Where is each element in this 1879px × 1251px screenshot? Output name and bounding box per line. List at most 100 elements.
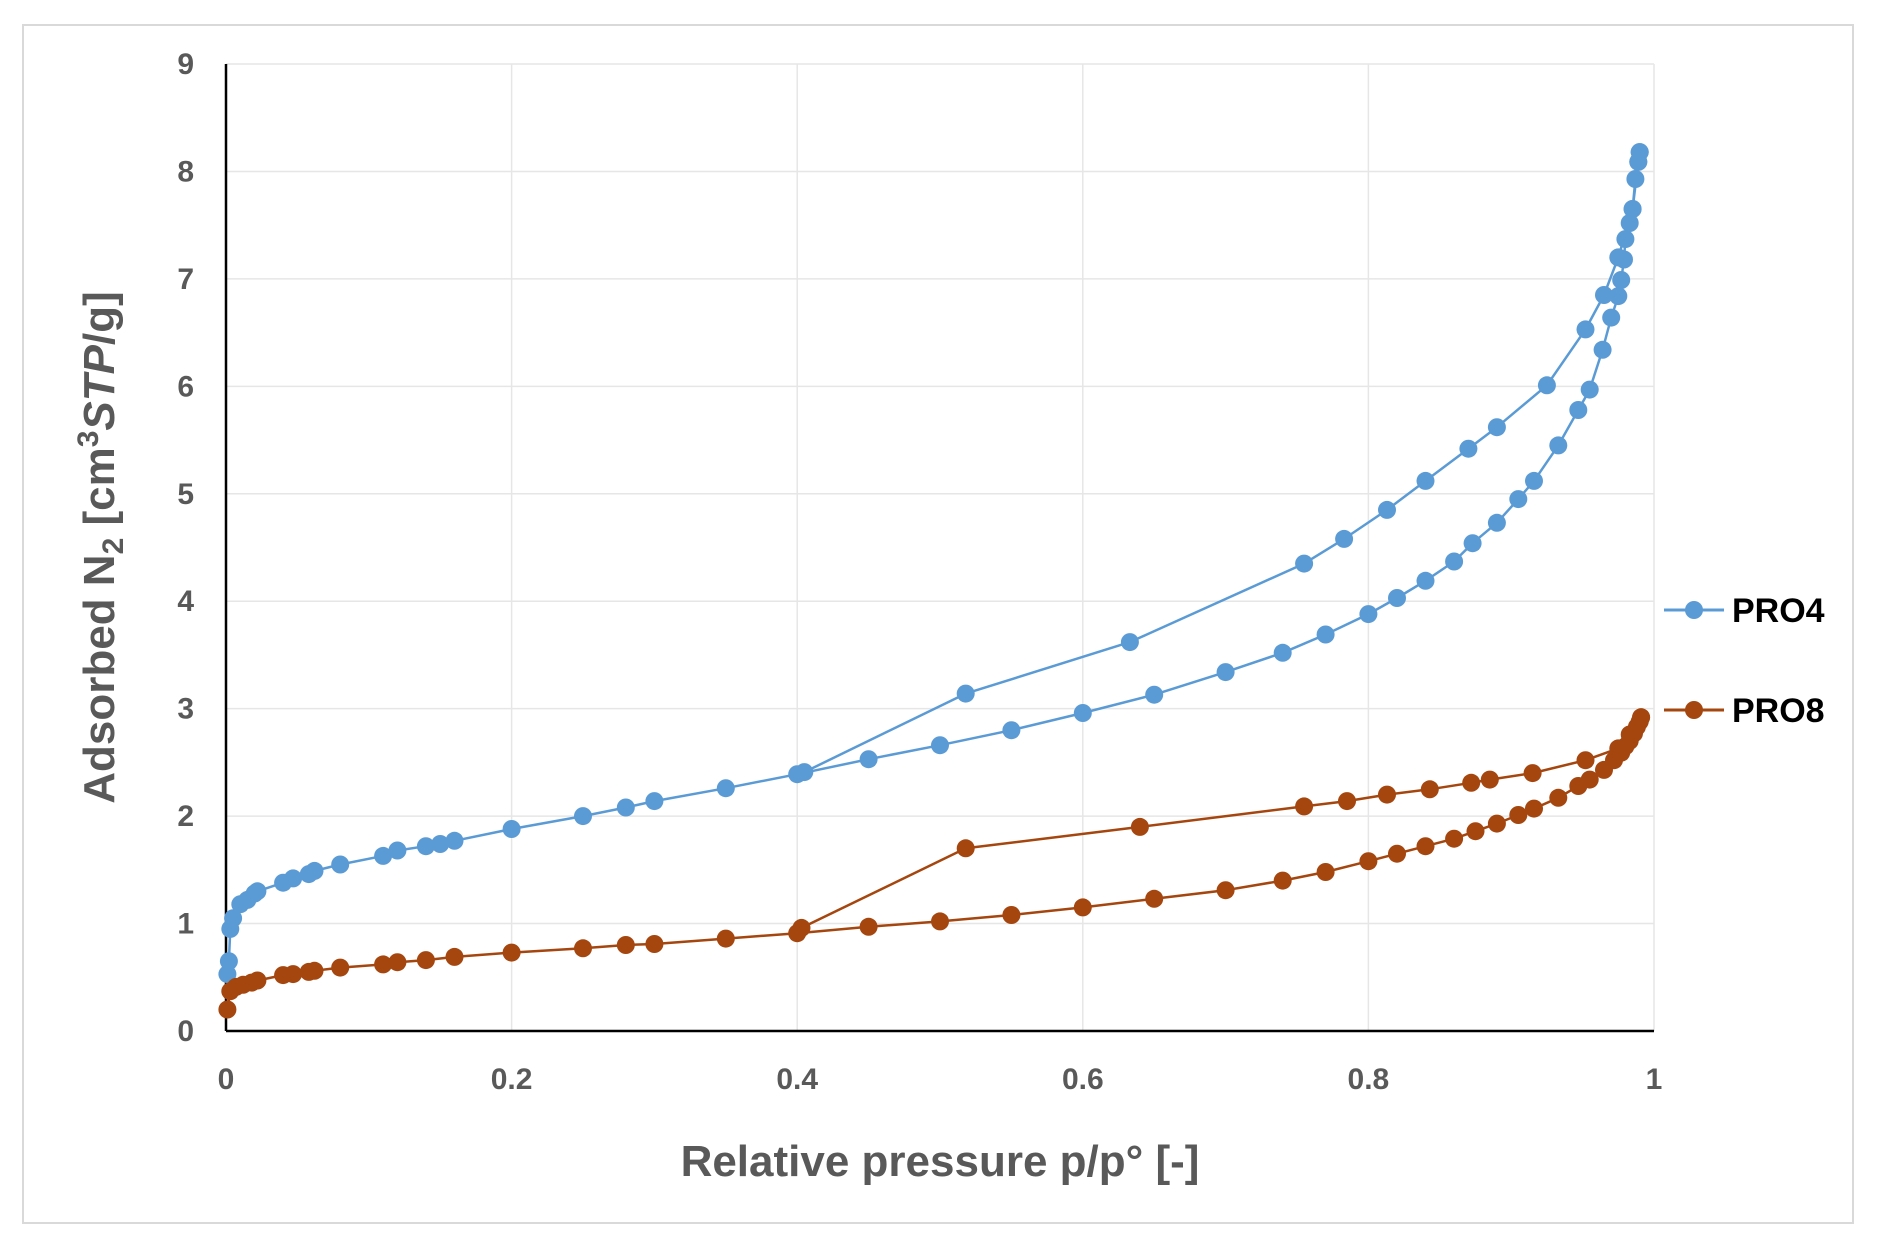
data-point-pro4 xyxy=(305,861,324,880)
data-point-pro8 xyxy=(1145,889,1164,908)
data-point-pro8 xyxy=(331,958,350,977)
data-point-pro4 xyxy=(1316,625,1335,644)
data-point-pro4 xyxy=(219,952,238,971)
series-line-pro8 xyxy=(226,716,1643,1010)
data-point-pro4 xyxy=(1120,633,1139,652)
data-point-pro8 xyxy=(1378,785,1396,804)
series-layer xyxy=(218,143,1651,1019)
data-point-pro4 xyxy=(502,820,521,838)
data-point-pro8 xyxy=(1416,837,1435,856)
data-point-pro8 xyxy=(1216,881,1235,900)
data-point-pro8 xyxy=(931,912,949,931)
x-tick-label: 0.8 xyxy=(1348,1063,1390,1096)
gridlines xyxy=(226,63,1655,1031)
y-tick-label: 1 xyxy=(177,908,194,941)
data-point-pro4 xyxy=(1273,643,1292,662)
axes xyxy=(224,64,1654,1033)
data-point-pro8 xyxy=(1487,814,1506,833)
data-point-pro4 xyxy=(1073,704,1092,722)
data-point-pro4 xyxy=(1612,271,1631,289)
data-point-pro8 xyxy=(1609,739,1628,758)
data-point-pro8 xyxy=(388,953,407,972)
data-point-pro4 xyxy=(1445,552,1464,571)
data-point-pro8 xyxy=(502,943,521,962)
chart-frame: 0 0.2 0.4 0.6 0.8 1 0 1 2 3 4 5 6 7 8 9 Relative press… xyxy=(22,24,1854,1224)
data-point-pro4 xyxy=(416,837,435,856)
data-point-pro4 xyxy=(574,807,592,826)
data-point-pro4 xyxy=(1378,500,1396,519)
x-tick-label: 0.2 xyxy=(491,1063,533,1096)
data-point-pro8 xyxy=(1073,898,1092,917)
y-axis-title-superscript: 3 xyxy=(72,431,105,448)
data-point-pro4 xyxy=(284,869,303,888)
x-tick-label: 0 xyxy=(218,1063,235,1096)
data-point-pro8 xyxy=(305,961,324,980)
y-tick-label: 2 xyxy=(177,800,194,833)
data-point-pro4 xyxy=(716,779,735,798)
y-tick-label: 9 xyxy=(177,48,194,81)
data-point-pro4 xyxy=(1295,554,1314,573)
data-point-pro4 xyxy=(1609,287,1628,306)
data-point-pro4 xyxy=(1359,605,1378,624)
data-point-pro8 xyxy=(1295,797,1314,816)
data-point-pro4 xyxy=(795,763,814,782)
data-point-pro4 xyxy=(1537,376,1556,395)
data-point-pro8 xyxy=(445,947,464,966)
y-axis-title-main: Adsorbed N xyxy=(75,554,124,803)
data-point-pro4 xyxy=(1216,663,1235,682)
data-point-pro4 xyxy=(445,831,464,850)
data-point-pro4 xyxy=(1335,529,1354,548)
data-point-pro4 xyxy=(1459,439,1478,458)
data-point-pro8 xyxy=(1576,751,1595,770)
legend-item-pro4[interactable]: PRO4 xyxy=(1664,592,1825,630)
y-axis-title-subscript: 2 xyxy=(97,538,130,555)
legend-item-pro8[interactable]: PRO8 xyxy=(1664,692,1825,730)
data-point-pro4 xyxy=(1416,471,1435,490)
data-point-pro8 xyxy=(1480,770,1499,789)
data-point-pro4 xyxy=(616,798,635,817)
data-point-pro8 xyxy=(1359,852,1378,871)
data-point-pro4 xyxy=(248,882,267,901)
data-point-pro8 xyxy=(859,917,878,936)
data-point-pro4 xyxy=(931,736,949,755)
data-point-pro8 xyxy=(218,1000,237,1019)
data-point-pro4 xyxy=(1525,471,1543,490)
data-point-pro8 xyxy=(1509,806,1528,824)
series-pro4 xyxy=(218,143,1649,984)
data-point-pro8 xyxy=(1620,725,1639,744)
data-point-pro8 xyxy=(956,839,975,858)
data-point-pro8 xyxy=(1632,708,1651,727)
data-point-pro4 xyxy=(1569,401,1588,419)
data-point-pro8 xyxy=(1462,773,1481,792)
data-point-pro8 xyxy=(1316,863,1335,881)
x-tick-label: 0.6 xyxy=(1062,1063,1104,1096)
y-tick-label: 3 xyxy=(177,693,194,726)
data-point-pro4 xyxy=(1487,418,1506,437)
isotherm-chart: 0 0.2 0.4 0.6 0.8 1 0 1 2 3 4 5 6 7 8 9 Relative press… xyxy=(72,48,1825,1186)
data-point-pro4 xyxy=(1549,436,1568,455)
x-tick-labels: 0 0.2 0.4 0.6 0.8 1 xyxy=(218,1063,1663,1096)
data-point-pro8 xyxy=(1525,799,1543,818)
data-point-pro8 xyxy=(645,935,664,953)
data-point-pro8 xyxy=(1580,770,1599,789)
data-point-pro8 xyxy=(1273,871,1292,890)
legend-label-pro8: PRO8 xyxy=(1732,692,1825,730)
data-point-pro4 xyxy=(1002,721,1021,740)
data-point-pro8 xyxy=(284,965,303,984)
data-point-pro8 xyxy=(574,939,592,958)
data-point-pro4 xyxy=(1620,214,1639,232)
data-point-pro8 xyxy=(1523,764,1542,783)
data-point-pro4 xyxy=(1388,589,1406,607)
y-axis-title-italic: STP xyxy=(75,344,124,430)
data-point-pro8 xyxy=(248,971,267,990)
data-point-pro4 xyxy=(1509,490,1528,509)
x-tick-label: 1 xyxy=(1646,1063,1663,1096)
data-point-pro8 xyxy=(1388,844,1406,863)
data-point-pro8 xyxy=(792,918,811,937)
data-point-pro4 xyxy=(1626,170,1645,188)
legend: PRO4 PRO8 xyxy=(1664,592,1825,730)
data-point-pro8 xyxy=(1420,780,1439,799)
data-point-pro4 xyxy=(1576,320,1595,339)
data-point-pro8 xyxy=(1445,829,1464,848)
data-point-pro4 xyxy=(1609,248,1628,267)
